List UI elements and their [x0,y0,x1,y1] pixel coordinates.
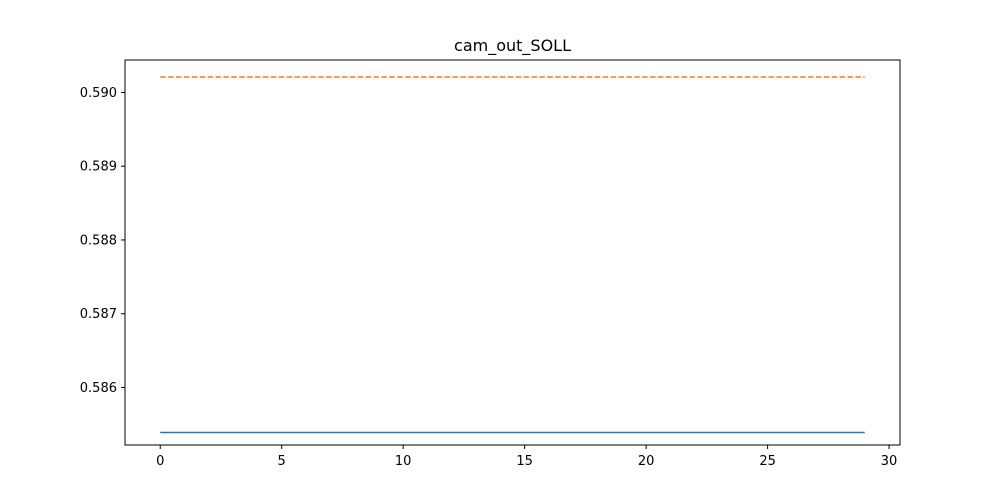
plot-area [125,60,900,445]
y-tick-label: 0.590 [80,86,117,101]
x-tick-label: 15 [516,454,533,469]
y-tick-label: 0.589 [80,160,117,175]
x-axis-ticks: 0 5 10 15 20 25 30 [156,445,897,469]
y-tick-label: 0.588 [80,233,117,248]
x-tick-label: 30 [881,454,898,469]
series-layer [160,76,865,434]
chart-title: cam_out_SOLL [454,36,571,56]
x-tick-label: 25 [759,454,776,469]
plot-frame [124,59,901,446]
x-tick-label: 10 [395,454,412,469]
y-tick-label: 0.587 [80,307,117,322]
y-tick-label: 0.586 [80,381,117,396]
y-axis-ticks: 0.586 0.587 0.588 0.589 0.590 [80,86,125,396]
x-tick-label: 20 [638,454,655,469]
x-tick-label: 0 [156,454,164,469]
x-tick-label: 5 [278,454,286,469]
